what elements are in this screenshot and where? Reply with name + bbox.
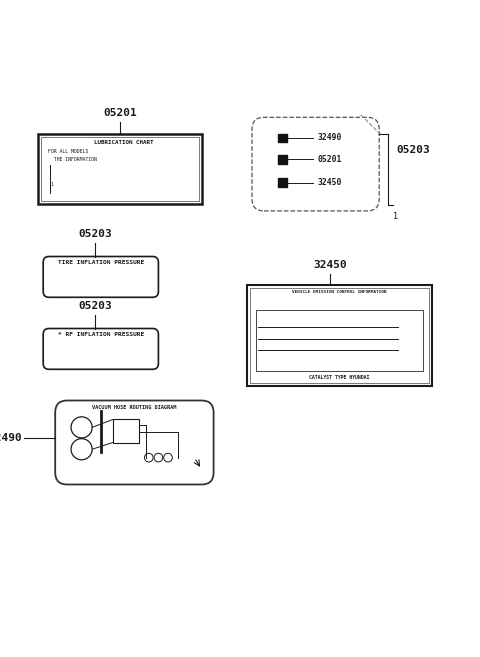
Text: 32490: 32490 [317,133,342,143]
Text: 32450: 32450 [317,178,342,187]
Text: 05201: 05201 [317,155,342,164]
Bar [247,285,432,386]
Text: TIRE INFLATION PRESSURE: TIRE INFLATION PRESSURE [58,260,144,265]
Text: 05203: 05203 [78,301,112,311]
Text: VEHICLE EMISSION CONTROL INFORMATION: VEHICLE EMISSION CONTROL INFORMATION [292,290,387,294]
Bar [278,133,287,142]
Text: 05201: 05201 [103,108,137,118]
Bar [38,134,202,204]
Text: 1: 1 [393,212,397,221]
Bar [41,137,199,201]
Text: FOR ALL MODELS: FOR ALL MODELS [48,149,88,154]
Text: 05203: 05203 [78,229,112,239]
Text: 32490: 32490 [0,434,22,443]
Text: THE INFORMATION: THE INFORMATION [48,158,97,162]
Text: 32450: 32450 [313,260,347,270]
Text: LUBRICATION CHART: LUBRICATION CHART [94,140,153,145]
Bar [250,288,429,383]
Text: CATALYST TYPE HYUNDAI: CATALYST TYPE HYUNDAI [310,375,370,380]
Text: VACUUM HOSE ROUTING DIAGRAM: VACUUM HOSE ROUTING DIAGRAM [92,405,177,411]
Text: 1: 1 [50,182,53,187]
Bar [113,419,139,443]
Bar [278,155,287,164]
Bar [256,310,423,371]
Text: 05203: 05203 [396,145,430,156]
Text: * RF INFLATION PRESSURE: * RF INFLATION PRESSURE [58,332,144,337]
Bar [278,179,287,187]
